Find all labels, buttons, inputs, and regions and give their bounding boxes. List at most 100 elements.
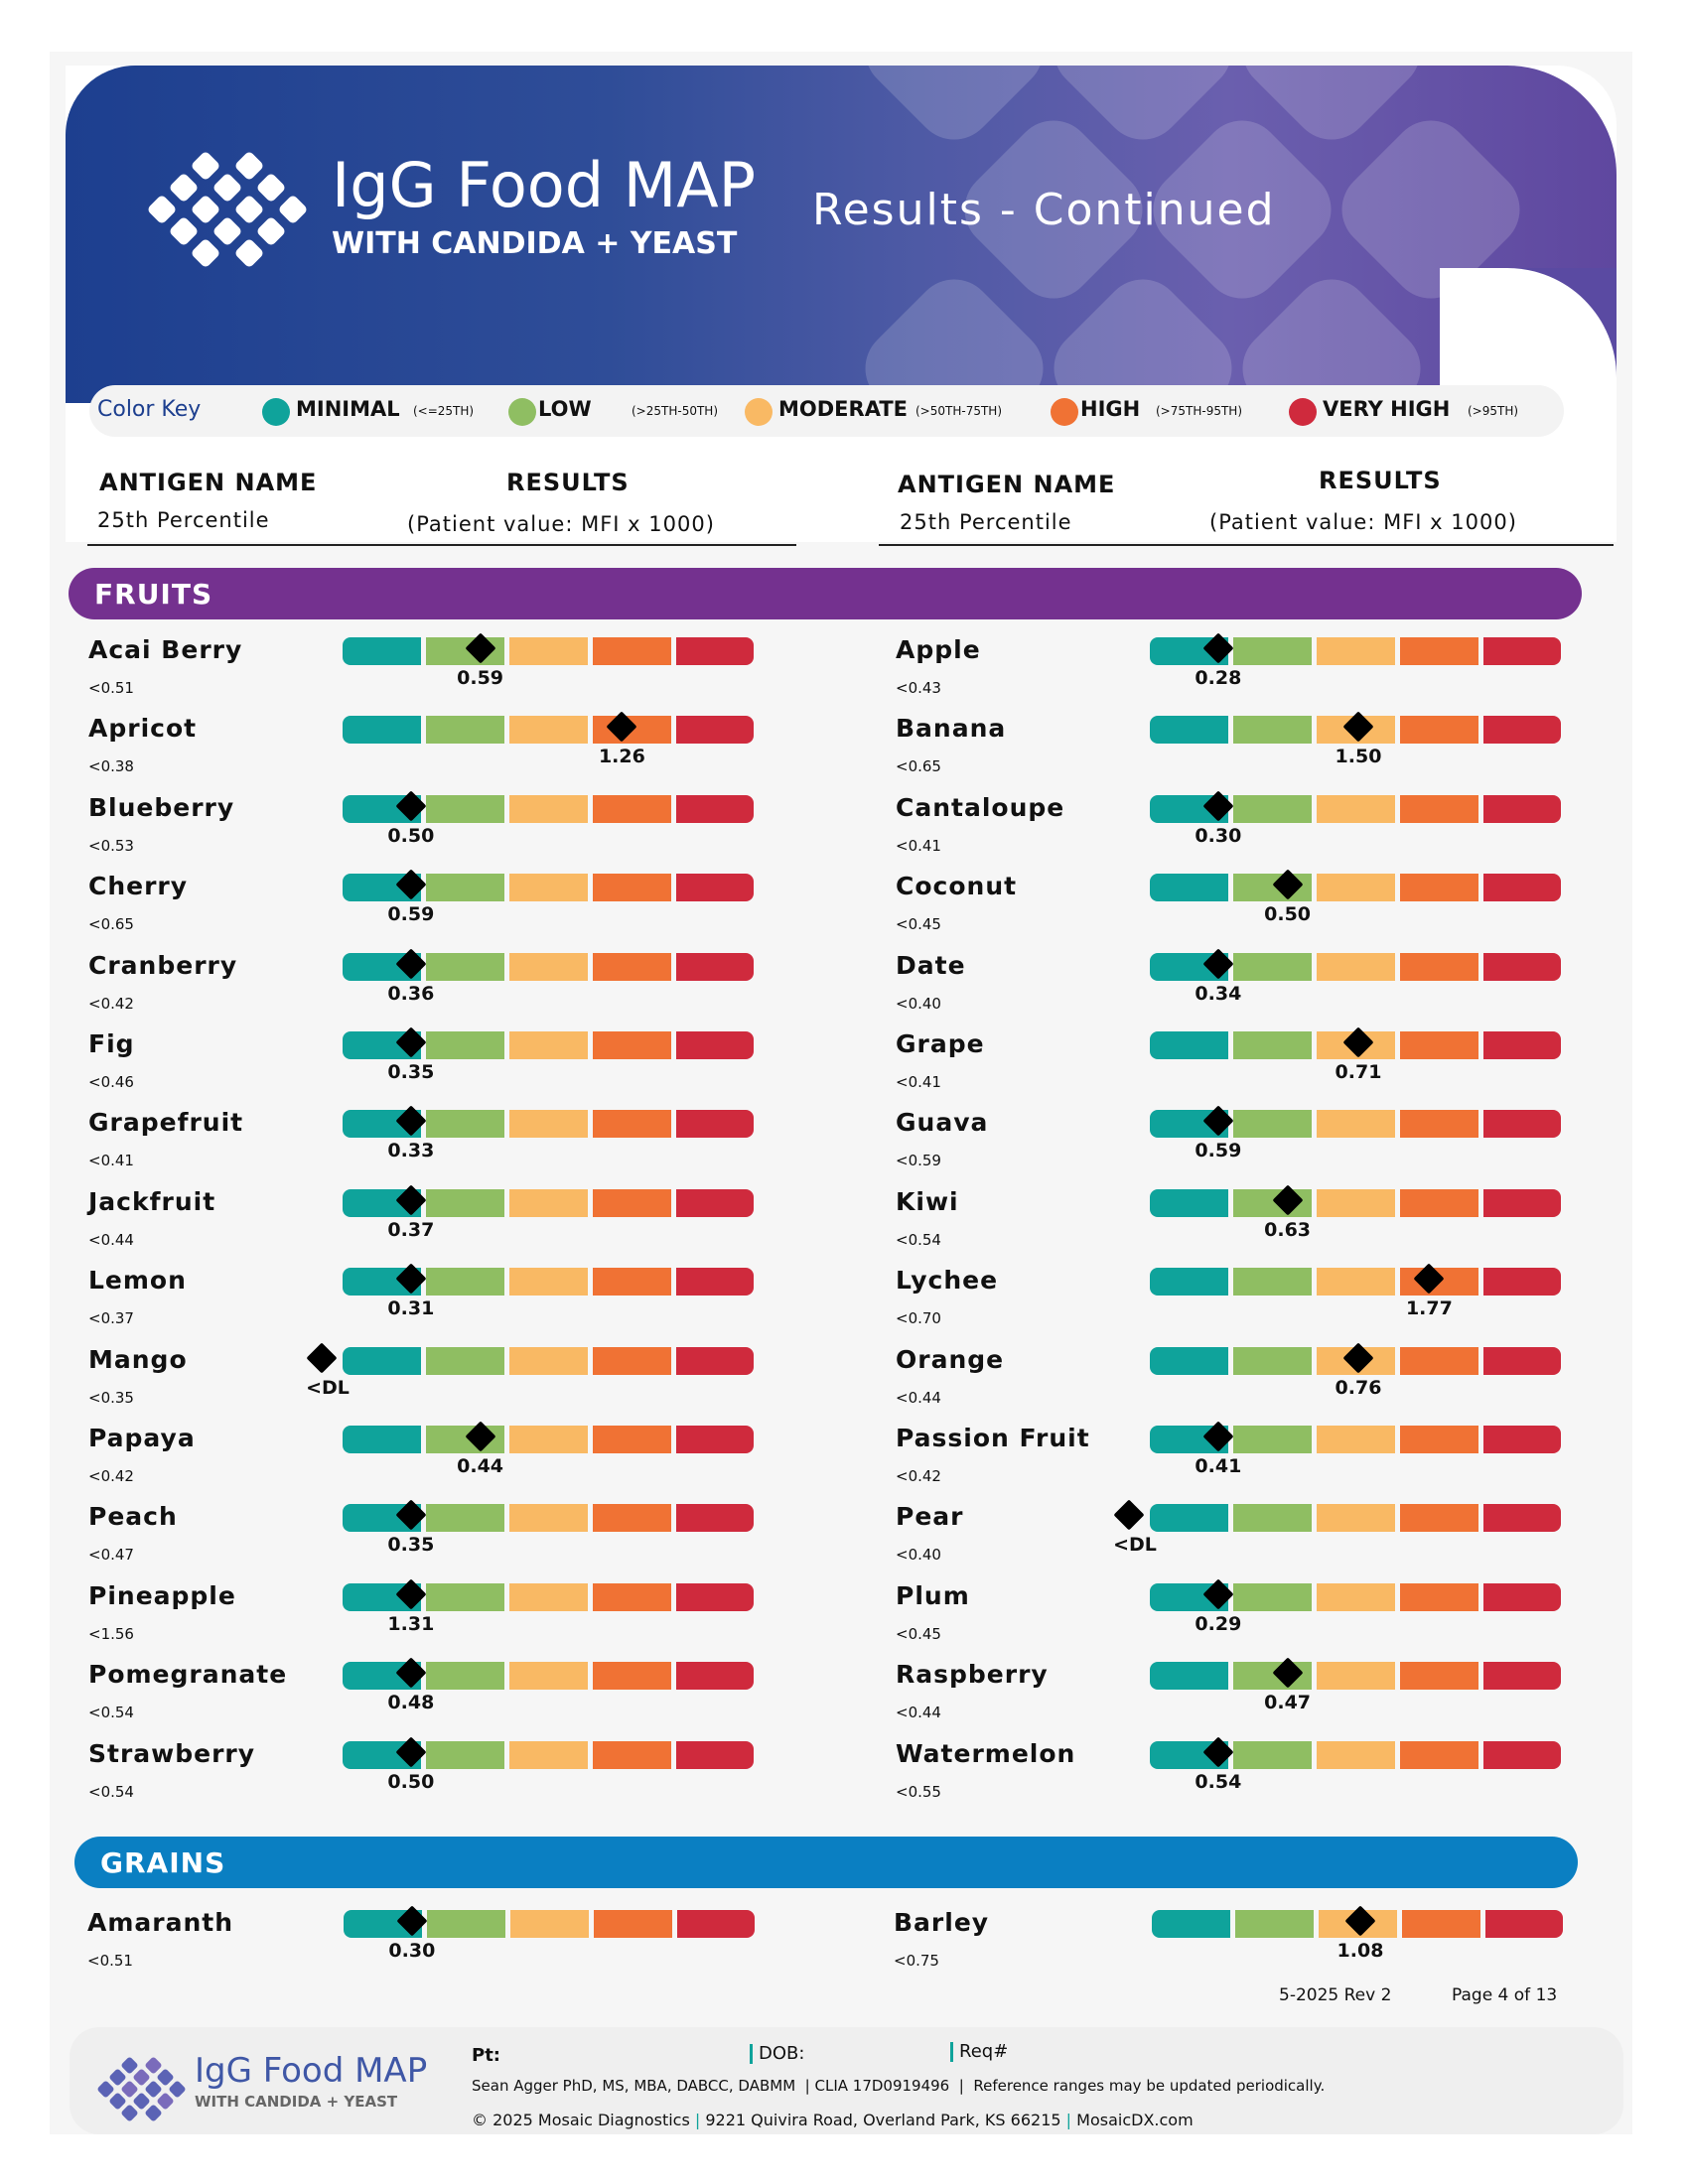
scale-segment-moderate: [1317, 1426, 1395, 1453]
result-row: Coconut <0.45 0.50: [896, 869, 1670, 949]
scale-segment-moderate: [509, 1346, 588, 1375]
scale-segment-low: [1233, 637, 1312, 665]
color-key-low-range: (>25TH-50TH): [632, 404, 718, 418]
scale-segment-low: [1233, 1346, 1312, 1375]
scale-segment-very-high: [1483, 1110, 1561, 1139]
scale-segment-very-high: [1483, 794, 1561, 823]
reference-note: Reference ranges may be updated periodic…: [973, 2077, 1326, 2095]
scale-segment-very-high: [1483, 1188, 1561, 1217]
results-sub-header-left: (Patient value: MFI x 1000): [407, 512, 715, 536]
result-row: Pomegranate <0.54 0.48: [88, 1657, 863, 1737]
copyright: © 2025 Mosaic Diagnostics: [472, 2111, 690, 2129]
high-dot-icon: [1051, 398, 1078, 426]
scale-segment-high: [593, 1110, 671, 1139]
scale-segment-minimal: [1150, 1662, 1228, 1691]
scale-segment-low: [426, 1188, 504, 1217]
scale-segment-very-high: [1483, 1268, 1561, 1297]
scale-segment-minimal: [1150, 716, 1228, 745]
result-scale-bar: 0.34: [1150, 948, 1561, 1005]
footer: IgG Food MAP WITH CANDIDA + YEAST Pt: DO…: [70, 2027, 1623, 2134]
result-scale-bar: 0.28: [1150, 632, 1561, 689]
antigen-percentile: <0.41: [896, 836, 941, 855]
scale-segment-low: [1233, 1110, 1312, 1139]
result-scale-bar: 0.35: [343, 1026, 754, 1083]
scale-segment-minimal: [1150, 1504, 1228, 1533]
antigen-name: Pineapple: [88, 1580, 236, 1610]
result-row: Apple <0.43 0.28: [896, 632, 1670, 713]
result-scale-bar: 1.08: [1152, 1905, 1563, 1962]
scale-segment-very-high: [1483, 1740, 1561, 1769]
result-value: <DL: [306, 1376, 350, 1399]
logo-subtitle: WITH CANDIDA + YEAST: [332, 226, 738, 261]
result-row: Banana <0.65 1.50: [896, 711, 1670, 791]
antigen-name: Apricot: [88, 714, 198, 744]
scale-segment-high: [1400, 1031, 1478, 1059]
result-row: Barley <0.75 1.08: [894, 1905, 1668, 1985]
result-row: Peach <0.47 0.35: [88, 1499, 863, 1579]
result-scale-bar: 0.50: [343, 1736, 754, 1793]
scale-segment-low: [426, 1346, 504, 1375]
antigen-percentile: <0.42: [88, 994, 134, 1013]
antigen-percentile: <0.47: [88, 1546, 134, 1565]
antigen-name: Lychee: [896, 1266, 999, 1296]
color-key-moderate: MODERATE: [778, 397, 908, 421]
scale-segment-low: [1233, 1426, 1312, 1453]
antigen-name: Cantaloupe: [896, 792, 1065, 822]
result-row: Orange <0.44 0.76: [896, 1342, 1670, 1423]
scale-segment-low: [1233, 1740, 1312, 1769]
scale-segment-very-high: [676, 1582, 754, 1611]
result-value: 0.29: [1195, 1612, 1242, 1635]
result-scale-bar: <DL: [1113, 1499, 1561, 1556]
scale-segment-very-high: [676, 874, 754, 902]
footer-logo-icon: [96, 2056, 187, 2122]
result-row: Blueberry <0.53 0.50: [88, 790, 863, 871]
antigen-percentile: <0.41: [88, 1152, 134, 1170]
result-value: 1.31: [387, 1612, 435, 1635]
antigen-percentile: <0.65: [88, 915, 134, 934]
result-scale-bar: 0.54: [1150, 1736, 1561, 1793]
result-value: 0.59: [1195, 1140, 1242, 1162]
scale-segment-low: [426, 1268, 504, 1297]
result-scale-bar: 0.48: [343, 1657, 754, 1713]
revision-label: 5-2025 Rev 2: [1279, 1985, 1392, 2005]
color-key-moderate-range: (>50TH-75TH): [915, 404, 1002, 418]
scale-segment-moderate: [1317, 1662, 1395, 1691]
antigen-percentile: <0.44: [88, 1230, 134, 1249]
scale-segment-moderate: [509, 1582, 588, 1611]
result-scale-bar: 1.31: [343, 1578, 754, 1635]
scale-segment-moderate: [509, 1504, 588, 1533]
credentials-line: Sean Agger PhD, MS, MBA, DABCC, DABMM | …: [472, 2077, 1326, 2095]
color-key-high-range: (>75TH-95TH): [1156, 404, 1242, 418]
minimal-dot-icon: [262, 398, 290, 426]
scale-segment-very-high: [1485, 1910, 1563, 1938]
scale-segment-high: [1400, 637, 1478, 665]
scale-segment-low: [426, 1582, 504, 1611]
antigen-percentile: <0.54: [88, 1782, 134, 1801]
result-value: 1.77: [1405, 1297, 1453, 1320]
scale-segment-minimal: [1150, 1268, 1228, 1297]
antigen-percentile: <0.41: [896, 1073, 941, 1091]
scale-segment-very-high: [676, 1188, 754, 1217]
scale-segment-very-high: [676, 1426, 754, 1453]
scale-segment-low: [426, 716, 504, 745]
req-field: Req#: [950, 2041, 1008, 2062]
scale-segment-minimal: [1150, 1188, 1228, 1217]
scale-segment-very-high: [1483, 637, 1561, 665]
website-link[interactable]: MosaicDX.com: [1076, 2111, 1194, 2129]
scale-segment-moderate: [1317, 1268, 1395, 1297]
scale-segment-high: [593, 1662, 671, 1691]
result-scale-bar: 0.76: [1150, 1342, 1561, 1399]
scale-segment-low: [426, 1504, 504, 1533]
result-value: 1.50: [1335, 746, 1382, 768]
result-scale-bar: 0.44: [343, 1421, 754, 1477]
antigen-name: Fig: [88, 1029, 135, 1058]
scale-segment-high: [1400, 1740, 1478, 1769]
color-key-low: LOW: [538, 397, 592, 421]
scale-segment-very-high: [1483, 874, 1561, 902]
antigen-percentile: <0.44: [896, 1704, 941, 1722]
antigen-name: Kiwi: [896, 1186, 959, 1216]
scale-segment-low: [1233, 1582, 1312, 1611]
scale-segment-high: [593, 1346, 671, 1375]
scale-segment-moderate: [1317, 1110, 1395, 1139]
scale-segment-very-high: [1483, 1662, 1561, 1691]
